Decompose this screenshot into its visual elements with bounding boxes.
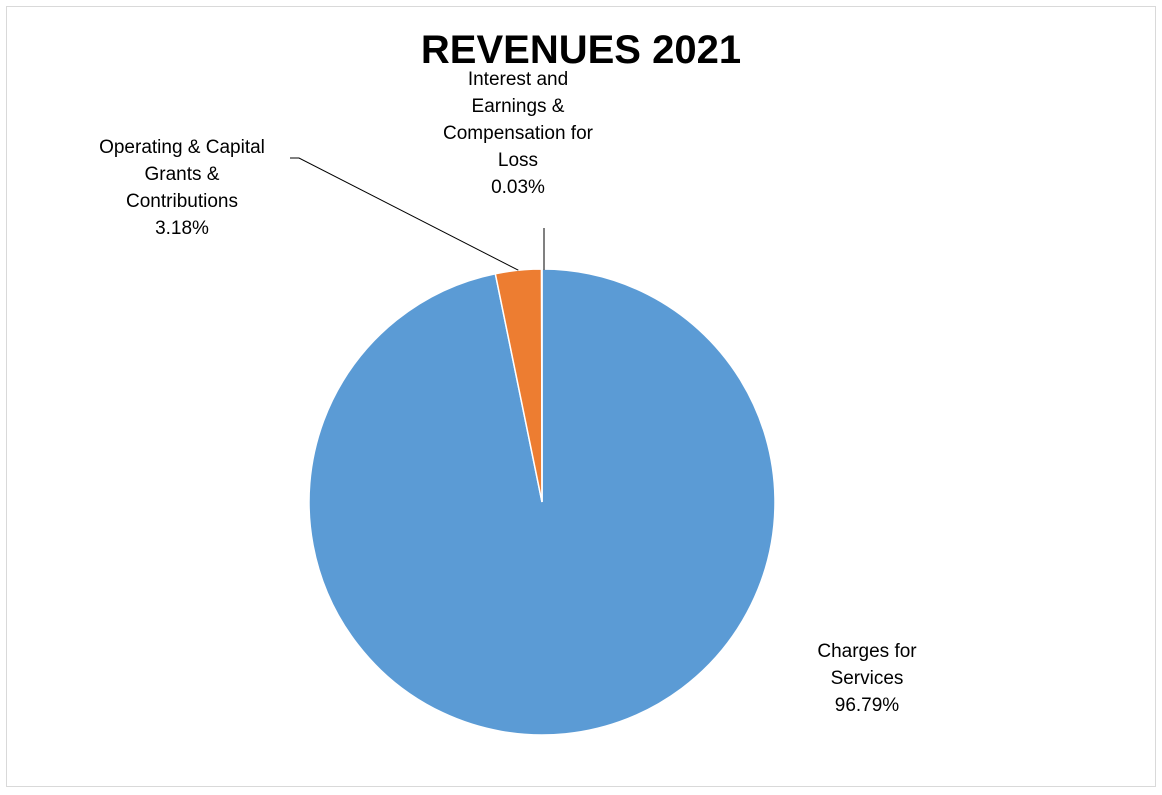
- slice-label-line: Compensation for: [443, 123, 593, 144]
- chart-title: REVENUES 2021: [420, 28, 742, 72]
- slice-label-line: Operating & Capital: [99, 137, 265, 158]
- slice-label-interest-and-earnings-compensation-for-loss: Interest and Earnings & Compensation for Lo…: [408, 66, 628, 201]
- leader-line-operating-capital-grants-contributions: [290, 157, 519, 271]
- slice-label-line: Loss: [497, 150, 539, 171]
- slice-label-line: Services: [830, 668, 904, 689]
- slice-label-operating-capital-grants-contributions: Operating & Capital Grants & Contributions…: [72, 134, 292, 242]
- slice-label-line: Interest and: [467, 69, 569, 90]
- slice-value-label: 3.18%: [155, 218, 209, 239]
- slice-label-line: Earnings &: [471, 96, 565, 117]
- slice-label-line: Grants &: [144, 164, 220, 185]
- slice-label-charges-for-services: Charges for Services 96.79%: [757, 638, 977, 719]
- slice-label-line: Contributions: [126, 191, 238, 212]
- slice-value-label: 0.03%: [491, 177, 545, 198]
- slice-value-label: 96.79%: [834, 695, 900, 716]
- slice-label-line: Charges for: [817, 641, 917, 662]
